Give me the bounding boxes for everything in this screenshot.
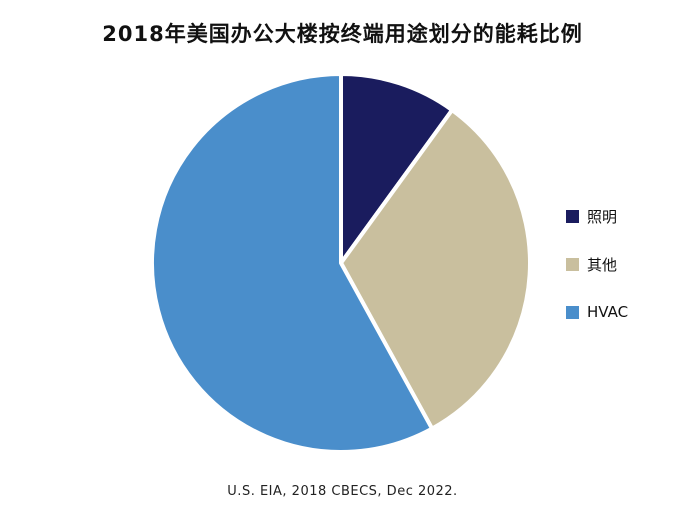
source-note: U.S. EIA, 2018 CBECS, Dec 2022. — [227, 484, 458, 499]
pie-slice-hvac — [150, 72, 435, 454]
pie-slice-lighting — [339, 72, 455, 265]
legend-item-lighting: 照明 — [566, 204, 628, 228]
legend-swatch-lighting — [566, 209, 579, 223]
legend-item-hvac: HVAC — [566, 300, 628, 324]
legend-label-other: 其他 — [587, 255, 618, 274]
legend-label-hvac: HVAC — [587, 303, 629, 321]
legend-label-lighting: 照明 — [587, 207, 618, 226]
chart-title: 2018年美国办公大楼按终端用途划分的能耗比例 — [102, 22, 583, 46]
legend-swatch-hvac — [566, 305, 579, 319]
legend: 照明 其他 HVAC — [566, 204, 628, 348]
legend-item-other: 其他 — [566, 252, 628, 276]
legend-swatch-other — [566, 257, 579, 271]
pie-slice-other — [339, 108, 532, 431]
